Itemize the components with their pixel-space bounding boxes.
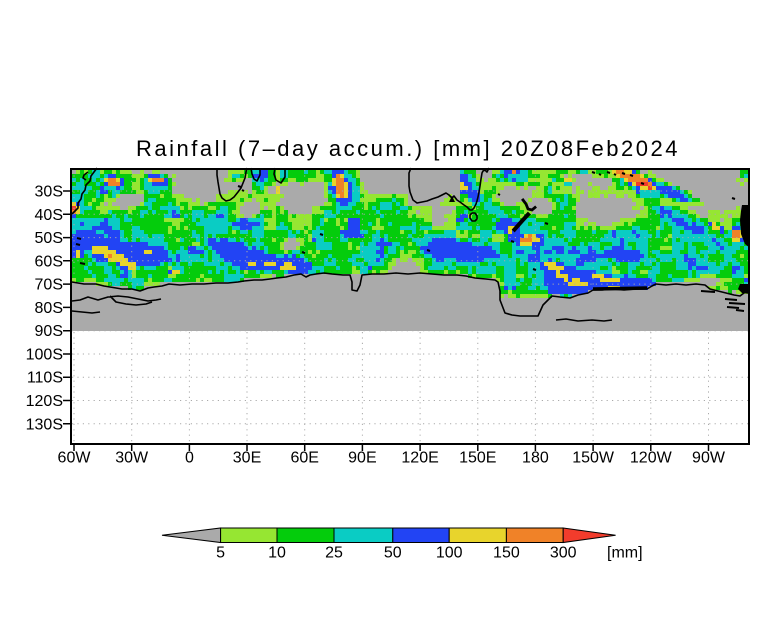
svg-text:120W: 120W [630,450,673,467]
svg-text:300: 300 [550,545,577,562]
svg-text:120E: 120E [401,450,438,467]
svg-text:150: 150 [493,545,520,562]
svg-text:60E: 60E [290,450,318,467]
svg-text:150W: 150W [572,450,615,467]
svg-text:60W: 60W [58,450,92,467]
svg-text:150E: 150E [459,450,496,467]
svg-text:[mm]: [mm] [607,545,643,562]
svg-text:30S: 30S [35,184,63,201]
svg-text:100: 100 [436,545,463,562]
svg-text:180: 180 [522,450,549,467]
svg-text:90W: 90W [692,450,726,467]
svg-text:5: 5 [216,545,225,562]
svg-text:60S: 60S [35,253,63,270]
svg-text:130S: 130S [26,416,63,433]
svg-text:40S: 40S [35,207,63,224]
svg-text:50S: 50S [35,230,63,247]
svg-text:50: 50 [384,545,402,562]
svg-text:70S: 70S [35,277,63,294]
svg-text:110S: 110S [27,370,63,387]
svg-text:100S: 100S [26,347,63,364]
svg-text:80S: 80S [35,300,63,317]
svg-text:120S: 120S [26,393,63,410]
svg-text:90E: 90E [348,450,376,467]
svg-text:30E: 30E [233,450,261,467]
svg-text:25: 25 [325,545,343,562]
svg-text:90S: 90S [35,323,63,340]
svg-text:0: 0 [185,450,194,467]
svg-text:Rainfall (7–day accum.) [mm] 2: Rainfall (7–day accum.) [mm] 20Z08Feb202… [136,136,680,161]
svg-text:30W: 30W [115,450,149,467]
svg-text:10: 10 [268,545,286,562]
